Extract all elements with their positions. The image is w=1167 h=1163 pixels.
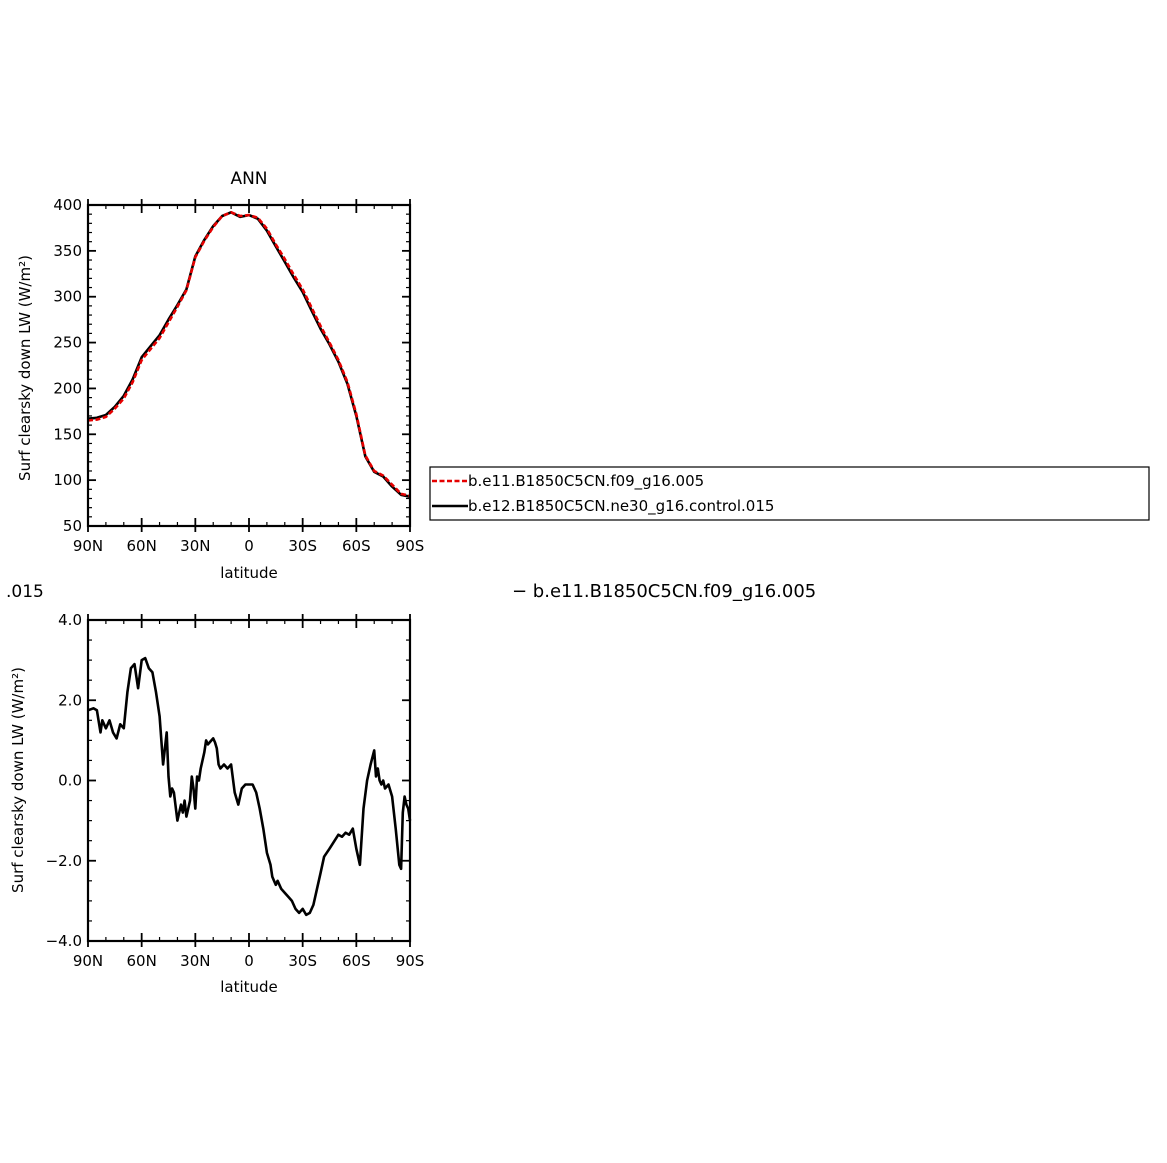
x-tick-label: 60N — [127, 537, 157, 555]
bottom-chart-ylabel: Surf clearsky down LW (W/m²) — [9, 667, 27, 893]
clipped-fragment-left: .015 — [6, 582, 44, 602]
y-tick-label: 150 — [53, 425, 82, 443]
y-tick-label: 300 — [53, 288, 82, 306]
x-tick-label: 90N — [73, 952, 103, 970]
legend-entry-2: b.e12.B1850C5CN.ne30_g16.control.015 — [468, 497, 774, 516]
series-line-red-dashed — [87, 211, 411, 497]
x-tick-label: 30N — [180, 952, 210, 970]
y-tick-label: 2.0 — [58, 691, 82, 709]
clipped-fragment-right: − b.e11.B1850C5CN.f09_g16.005 — [512, 581, 816, 602]
y-tick-label: 200 — [53, 379, 82, 397]
legend-box — [429, 466, 1150, 521]
y-tick-label: 0.0 — [58, 772, 82, 790]
bottom-chart: latitude Surf clearsky down LW (W/m²) −4… — [9, 611, 424, 996]
y-tick-label: −2.0 — [46, 852, 82, 870]
y-tick-label: 100 — [53, 471, 82, 489]
series-line-black-solid — [87, 211, 411, 498]
x-tick-label: 60N — [127, 952, 157, 970]
top-chart-xlabel: latitude — [220, 564, 278, 582]
y-tick-label: −4.0 — [46, 932, 82, 950]
legend: b.e11.B1850C5CN.f09_g16.005 b.e12.B1850C… — [429, 466, 1150, 521]
x-tick-label: 0 — [244, 537, 254, 555]
x-tick-label: 90S — [396, 537, 425, 555]
x-tick-label: 60S — [342, 952, 371, 970]
top-chart-ylabel: Surf clearsky down LW (W/m²) — [16, 255, 34, 481]
x-tick-label: 30S — [288, 537, 317, 555]
x-tick-label: 90N — [73, 537, 103, 555]
series-line-black-solid — [87, 656, 412, 917]
y-tick-label: 400 — [53, 196, 82, 214]
top-chart-title: ANN — [230, 169, 267, 189]
plot-frame — [86, 203, 412, 528]
legend-entry-1: b.e11.B1850C5CN.f09_g16.005 — [468, 472, 704, 491]
x-tick-label: 0 — [244, 952, 254, 970]
y-tick-label: 50 — [63, 517, 82, 535]
x-tick-label: 60S — [342, 537, 371, 555]
y-tick-label: 350 — [53, 242, 82, 260]
y-tick-label: 250 — [53, 334, 82, 352]
top-chart: ANN latitude Surf clearsky down LW (W/m²… — [16, 169, 424, 582]
y-tick-label: 4.0 — [58, 611, 82, 629]
x-tick-label: 30S — [288, 952, 317, 970]
x-tick-label: 90S — [396, 952, 425, 970]
x-tick-label: 30N — [180, 537, 210, 555]
bottom-chart-xlabel: latitude — [220, 978, 278, 996]
